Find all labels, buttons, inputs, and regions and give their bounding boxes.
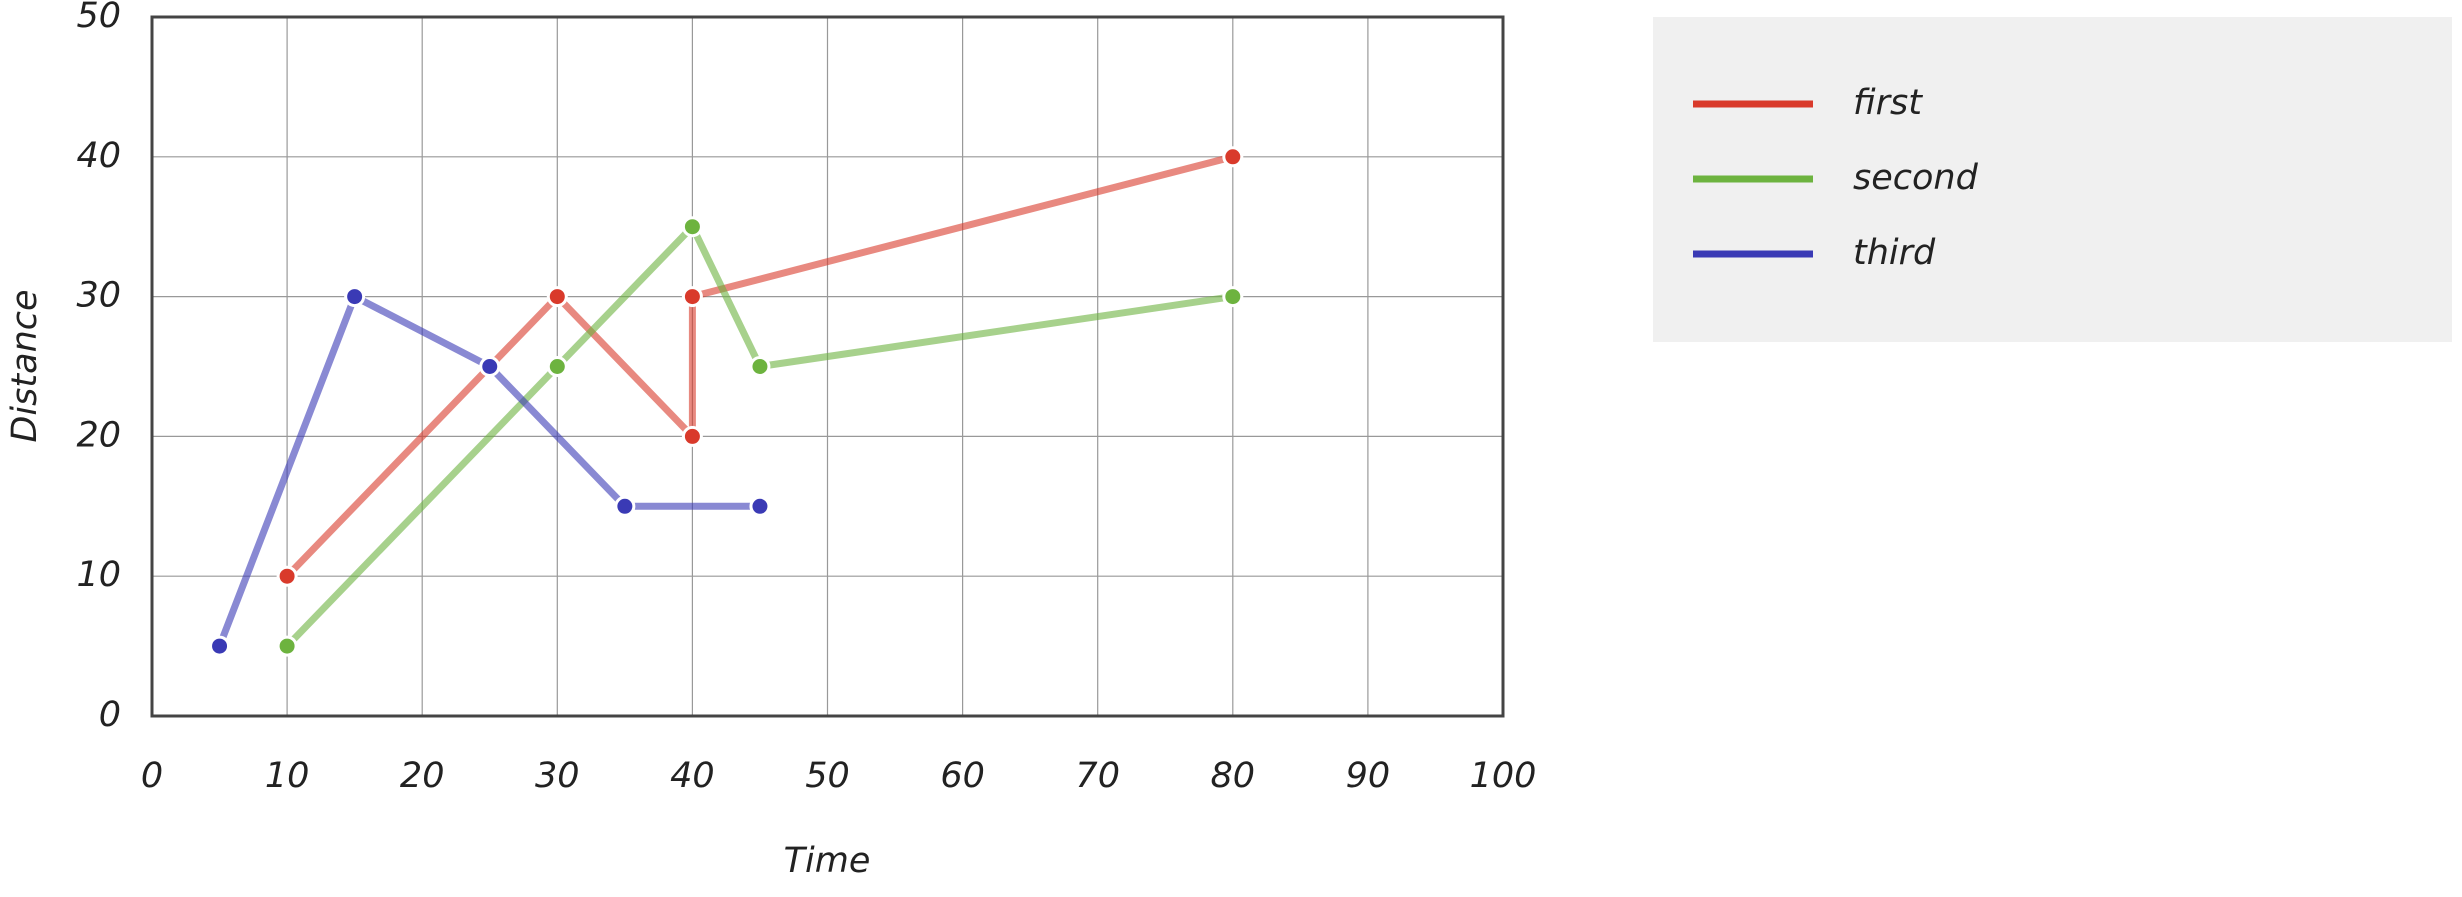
- x-tick-label: 50: [805, 756, 850, 796]
- data-point: [546, 356, 568, 377]
- y-tick-label: 0: [99, 695, 121, 735]
- x-tick-label: 0: [141, 756, 163, 796]
- x-tick-label: 60: [940, 756, 985, 796]
- y-tick-label: 50: [76, 0, 121, 36]
- data-point: [681, 425, 703, 447]
- data-point: [276, 565, 298, 587]
- x-tick-label: 70: [1075, 756, 1120, 796]
- series-line: [216, 291, 760, 648]
- y-tick-label: 20: [76, 415, 121, 455]
- x-tick-label: 90: [1346, 756, 1391, 796]
- data-point: [1222, 146, 1244, 168]
- data-point: [681, 286, 703, 308]
- data-point: [749, 356, 771, 377]
- x-tick-label: 30: [535, 756, 580, 796]
- y-tick-label: 30: [76, 276, 121, 316]
- x-tick-label: 20: [400, 756, 445, 796]
- data-point: [479, 356, 501, 377]
- x-axis-title: Time: [784, 841, 871, 881]
- data-point: [546, 286, 568, 308]
- data-point: [276, 635, 298, 657]
- y-axis-title: Distance: [5, 289, 45, 442]
- data-point: [614, 495, 636, 517]
- data-point: [749, 495, 771, 517]
- y-tick-label: 10: [76, 555, 121, 595]
- x-tick-label: 40: [670, 756, 715, 796]
- x-tick-label: 10: [265, 756, 310, 796]
- y-tick-label: 40: [76, 136, 121, 176]
- data-point: [681, 216, 703, 238]
- legend-label: third: [1853, 233, 1936, 273]
- data-point: [1222, 286, 1244, 308]
- legend-label: first: [1853, 83, 1923, 123]
- plot-frame: [150, 15, 1505, 718]
- x-tick-label: 100: [1470, 756, 1537, 796]
- data-point: [209, 635, 231, 657]
- legend-label: second: [1853, 158, 1979, 198]
- x-tick-label: 80: [1211, 756, 1256, 796]
- data-point: [344, 286, 366, 308]
